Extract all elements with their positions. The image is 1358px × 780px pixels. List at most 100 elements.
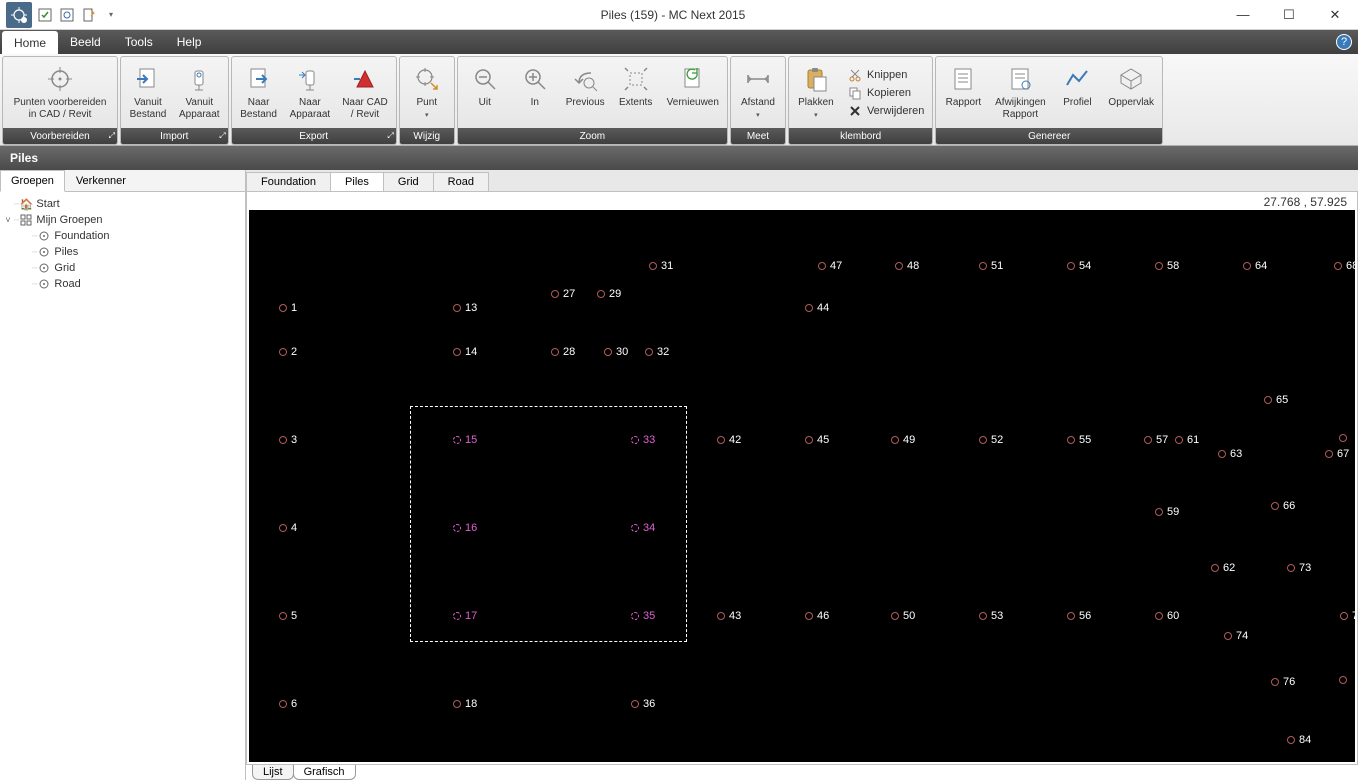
main-tab-piles[interactable]: Piles [330, 172, 384, 192]
pile-point[interactable]: 43 [717, 610, 741, 622]
pile-point[interactable]: 45 [805, 434, 829, 446]
app-icon[interactable] [6, 2, 32, 28]
pile-point[interactable]: 66 [1271, 500, 1295, 512]
tree-item-piles[interactable]: ┈Piles [2, 244, 243, 260]
pile-point[interactable]: 13 [453, 302, 477, 314]
profiel-button[interactable]: Profiel [1052, 59, 1102, 126]
afwijkingen-rapport-button[interactable]: AfwijkingenRapport [988, 59, 1052, 126]
pile-point[interactable]: 55 [1067, 434, 1091, 446]
zoom-previous-button[interactable]: Previous [560, 59, 611, 126]
pile-point[interactable]: 15 [453, 434, 477, 446]
pile-point[interactable]: 17 [453, 610, 477, 622]
pile-point[interactable]: 16 [453, 522, 477, 534]
pile-point[interactable]: 61 [1175, 434, 1199, 446]
qat-button-1[interactable] [36, 6, 54, 24]
qat-dropdown[interactable]: ▾ [102, 6, 120, 24]
pile-point[interactable]: 28 [551, 346, 575, 358]
menu-beeld[interactable]: Beeld [58, 30, 113, 54]
pile-point[interactable]: 42 [717, 434, 741, 446]
pile-point[interactable]: 62 [1211, 562, 1235, 574]
tree-item-foundation[interactable]: ┈Foundation [2, 228, 243, 244]
pile-point[interactable]: 65 [1264, 394, 1288, 406]
pile-point[interactable]: 6 [279, 698, 297, 710]
zoom-in-button[interactable]: In [510, 59, 560, 126]
main-tab-grid[interactable]: Grid [383, 172, 434, 192]
knippen-button[interactable]: Knippen [845, 66, 926, 84]
help-icon[interactable]: ? [1336, 34, 1352, 50]
pile-point[interactable]: 68 [1334, 260, 1355, 272]
naar-apparaat-button[interactable]: NaarApparaat [284, 59, 337, 126]
pile-point[interactable]: 27 [551, 288, 575, 300]
pile-point[interactable]: 1 [279, 302, 297, 314]
tree-item-grid[interactable]: ┈Grid [2, 260, 243, 276]
menu-tools[interactable]: Tools [113, 30, 165, 54]
pile-point[interactable] [1339, 676, 1347, 684]
pile-point[interactable]: 63 [1218, 448, 1242, 460]
pile-point[interactable]: 56 [1067, 610, 1091, 622]
pile-point[interactable]: 60 [1155, 610, 1179, 622]
bottom-tab-grafisch[interactable]: Grafisch [293, 765, 356, 780]
plakken-button[interactable]: Plakken▾ [791, 59, 841, 126]
close-button[interactable]: ✕ [1312, 0, 1358, 30]
vanuit-bestand-button[interactable]: VanuitBestand [123, 59, 173, 126]
maximize-button[interactable]: ☐ [1266, 0, 1312, 30]
verwijderen-button[interactable]: Verwijderen [845, 102, 926, 120]
pile-point[interactable]: 3 [279, 434, 297, 446]
zoom-uit-button[interactable]: Uit [460, 59, 510, 126]
naar-cad-button[interactable]: Naar CAD/ Revit [336, 59, 394, 126]
tree-item-start[interactable]: ┈🏠Start [2, 196, 243, 212]
pile-point[interactable]: 33 [631, 434, 655, 446]
pile-point[interactable]: 49 [891, 434, 915, 446]
pile-point[interactable]: 14 [453, 346, 477, 358]
pile-point[interactable]: 54 [1067, 260, 1091, 272]
pile-point[interactable]: 35 [631, 610, 655, 622]
pile-point[interactable]: 18 [453, 698, 477, 710]
pile-point[interactable]: 59 [1155, 506, 1179, 518]
canvas-viewport[interactable]: 27.768 , 57.925 123456131415161718272829… [246, 191, 1358, 765]
pile-point[interactable]: 58 [1155, 260, 1179, 272]
pile-point[interactable]: 75 [1340, 610, 1355, 622]
qat-button-2[interactable] [58, 6, 76, 24]
tree-item-mijn-groepen[interactable]: ˅┈Mijn Groepen [2, 212, 243, 228]
pile-point[interactable] [1339, 434, 1347, 442]
pile-point[interactable]: 73 [1287, 562, 1311, 574]
tree-item-road[interactable]: ┈Road [2, 276, 243, 292]
pile-point[interactable]: 57 [1144, 434, 1168, 446]
launcher-icon[interactable]: ⤢ [109, 131, 115, 141]
pile-point[interactable]: 76 [1271, 676, 1295, 688]
pile-point[interactable]: 74 [1224, 630, 1248, 642]
pile-point[interactable]: 48 [895, 260, 919, 272]
punt-button[interactable]: Punt▾ [402, 59, 452, 126]
vernieuwen-button[interactable]: Vernieuwen [661, 59, 725, 126]
sidebar-tab-verkenner[interactable]: Verkenner [65, 170, 137, 191]
zoom-extents-button[interactable]: Extents [611, 59, 661, 126]
launcher-icon[interactable]: ⤢ [219, 131, 225, 141]
pile-point[interactable]: 5 [279, 610, 297, 622]
pile-point[interactable]: 29 [597, 288, 621, 300]
naar-bestand-button[interactable]: NaarBestand [234, 59, 284, 126]
main-tab-foundation[interactable]: Foundation [246, 172, 331, 192]
tree-collapse-icon[interactable]: ˅ [2, 215, 14, 225]
minimize-button[interactable]: ― [1220, 0, 1266, 30]
vanuit-apparaat-button[interactable]: VanuitApparaat [173, 59, 226, 126]
bottom-tab-lijst[interactable]: Lijst [252, 765, 294, 780]
pile-point[interactable]: 52 [979, 434, 1003, 446]
afstand-button[interactable]: Afstand▾ [733, 59, 783, 126]
pile-point[interactable]: 44 [805, 302, 829, 314]
launcher-icon[interactable]: ⤢ [387, 131, 393, 141]
pile-point[interactable]: 31 [649, 260, 673, 272]
pile-point[interactable]: 64 [1243, 260, 1267, 272]
main-tab-road[interactable]: Road [433, 172, 489, 192]
pile-point[interactable]: 2 [279, 346, 297, 358]
pile-point[interactable]: 53 [979, 610, 1003, 622]
sidebar-tab-groepen[interactable]: Groepen [0, 170, 65, 192]
qat-button-3[interactable] [80, 6, 98, 24]
pile-point[interactable]: 50 [891, 610, 915, 622]
kopieren-button[interactable]: Kopieren [845, 84, 926, 102]
pile-point[interactable]: 51 [979, 260, 1003, 272]
pile-point[interactable]: 84 [1287, 734, 1311, 746]
rapport-button[interactable]: Rapport [938, 59, 988, 126]
menu-help[interactable]: Help [165, 30, 214, 54]
oppervlak-button[interactable]: Oppervlak [1102, 59, 1160, 126]
pile-point[interactable]: 46 [805, 610, 829, 622]
